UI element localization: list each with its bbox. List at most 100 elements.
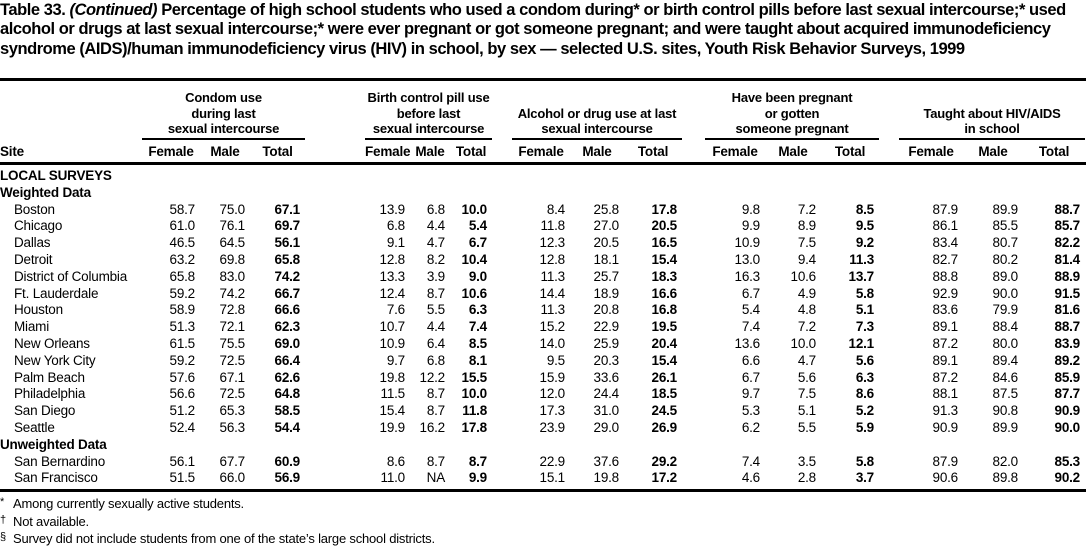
value-cell: 6.3 <box>855 369 874 385</box>
column-subheader: Male <box>978 144 1008 159</box>
value-cell: NA <box>426 470 446 486</box>
value-cell: 80.7 <box>992 235 1019 251</box>
value-cell: 89.0 <box>992 268 1019 284</box>
value-cell: 82.2 <box>1054 235 1081 251</box>
footnote-symbol: † <box>0 513 6 526</box>
value-cell: 8.6 <box>386 453 405 469</box>
value-cell: 51.2 <box>169 403 196 419</box>
value-cell: 67.1 <box>219 369 246 385</box>
table-row: New York City 59.2 72.5 66.4 9.7 6.8 8.1 9.5 20.… <box>0 353 1086 370</box>
site-name: District of Columbia <box>14 268 128 284</box>
value-cell: 83.0 <box>219 268 246 284</box>
value-cell: 23.9 <box>539 419 566 435</box>
value-cell: 6.4 <box>426 335 445 351</box>
value-cell: 89.1 <box>932 319 959 335</box>
column-group-label-line: during last <box>191 105 256 121</box>
table-row: Dallas 46.5 64.5 56.1 9.1 4.7 6.7 12.3 20.5 16.5 1… <box>0 235 1086 252</box>
column-group-label-line: Taught about HIV/AIDS <box>923 105 1061 121</box>
value-cell: 85.7 <box>1054 218 1081 234</box>
table-row: Palm Beach 57.6 67.1 62.6 19.8 12.2 15.5 15.9 33… <box>0 370 1086 387</box>
table-row: Philadelphia 56.6 72.5 64.8 11.5 8.7 10.0 12.0 2… <box>0 386 1086 403</box>
value-cell: 16.2 <box>419 419 446 435</box>
value-cell: 4.4 <box>426 319 445 335</box>
value-cell: 9.5 <box>855 218 874 234</box>
site-column-header: Site <box>0 144 24 159</box>
value-cell: 15.4 <box>379 403 406 419</box>
value-cell: 4.7 <box>797 352 816 368</box>
value-cell: 13.3 <box>379 268 406 284</box>
value-cell: 18.5 <box>651 386 678 402</box>
value-cell: 15.4 <box>651 352 678 368</box>
value-cell: 22.9 <box>539 453 566 469</box>
value-cell: 60.9 <box>274 453 301 469</box>
site-name: Miami <box>14 319 49 335</box>
value-cell: 5.1 <box>797 403 816 419</box>
value-cell: 14.4 <box>539 285 566 301</box>
value-cell: 90.2 <box>1054 470 1081 486</box>
value-cell: 90.8 <box>992 403 1019 419</box>
site-name: Houston <box>14 302 63 318</box>
site-name: Chicago <box>14 218 63 234</box>
table-row: San Bernardino 56.1 67.7 60.9 8.6 8.7 8.7 22.9 3… <box>0 454 1086 471</box>
value-cell: 65.8 <box>169 268 196 284</box>
value-cell: 18.9 <box>593 285 620 301</box>
value-cell: 56.6 <box>169 386 196 402</box>
value-cell: 58.7 <box>169 201 196 217</box>
value-cell: 5.8 <box>855 453 874 469</box>
value-cell: 9.4 <box>797 251 816 267</box>
value-cell: 3.7 <box>855 470 874 486</box>
site-name: New Orleans <box>14 335 90 351</box>
value-cell: 31.0 <box>593 403 620 419</box>
value-cell: 7.4 <box>741 319 760 335</box>
value-cell: 22.9 <box>593 319 620 335</box>
value-cell: 5.5 <box>797 419 816 435</box>
site-name: Philadelphia <box>14 386 86 402</box>
value-cell: 88.7 <box>1054 319 1081 335</box>
value-cell: 89.8 <box>992 470 1019 486</box>
column-subheader: Male <box>582 144 612 159</box>
value-cell: 12.2 <box>419 369 446 385</box>
value-cell: 17.8 <box>651 201 678 217</box>
site-name: Palm Beach <box>14 369 85 385</box>
value-cell: 8.7 <box>426 285 445 301</box>
value-cell: 12.4 <box>379 285 406 301</box>
value-cell: 88.8 <box>932 268 959 284</box>
footnote: * Among currently sexually active student… <box>0 496 1086 514</box>
value-cell: 69.0 <box>274 335 301 351</box>
value-cell: 12.8 <box>539 251 566 267</box>
value-cell: 18.3 <box>651 268 678 284</box>
value-cell: 37.6 <box>593 453 620 469</box>
value-cell: 20.3 <box>593 352 620 368</box>
value-cell: 11.0 <box>380 470 406 486</box>
value-cell: 29.0 <box>593 419 620 435</box>
column-subheader: Female <box>365 144 411 159</box>
value-cell: 9.5 <box>546 352 565 368</box>
value-cell: 87.9 <box>932 201 959 217</box>
value-cell: 8.5 <box>855 201 874 217</box>
value-cell: 4.9 <box>797 285 816 301</box>
value-cell: 8.7 <box>426 453 445 469</box>
value-cell: 87.2 <box>932 369 959 385</box>
value-cell: 17.3 <box>539 403 566 419</box>
value-cell: 72.1 <box>219 319 246 335</box>
site-name: San Francisco <box>14 470 98 486</box>
value-cell: 88.9 <box>1054 268 1081 284</box>
value-cell: 85.9 <box>1054 369 1081 385</box>
value-cell: 5.6 <box>797 369 816 385</box>
value-cell: 5.4 <box>741 302 760 318</box>
value-cell: 8.6 <box>855 386 874 402</box>
value-cell: 10.0 <box>461 386 488 402</box>
column-subheader: Male <box>210 144 240 159</box>
value-cell: 6.7 <box>468 235 487 251</box>
value-cell: 66.6 <box>274 302 301 318</box>
value-cell: 13.6 <box>734 335 761 351</box>
value-cell: 59.2 <box>169 285 196 301</box>
value-cell: 15.9 <box>539 369 566 385</box>
column-group-label: Condom use during last sexual intercourse <box>142 90 305 140</box>
column-subheader: Female <box>908 144 954 159</box>
value-cell: 52.4 <box>169 419 196 435</box>
value-cell: 7.2 <box>797 319 816 335</box>
value-cell: 67.7 <box>219 453 246 469</box>
column-subheader: Total <box>1038 144 1070 159</box>
footnote: † Not available. <box>0 514 1086 532</box>
